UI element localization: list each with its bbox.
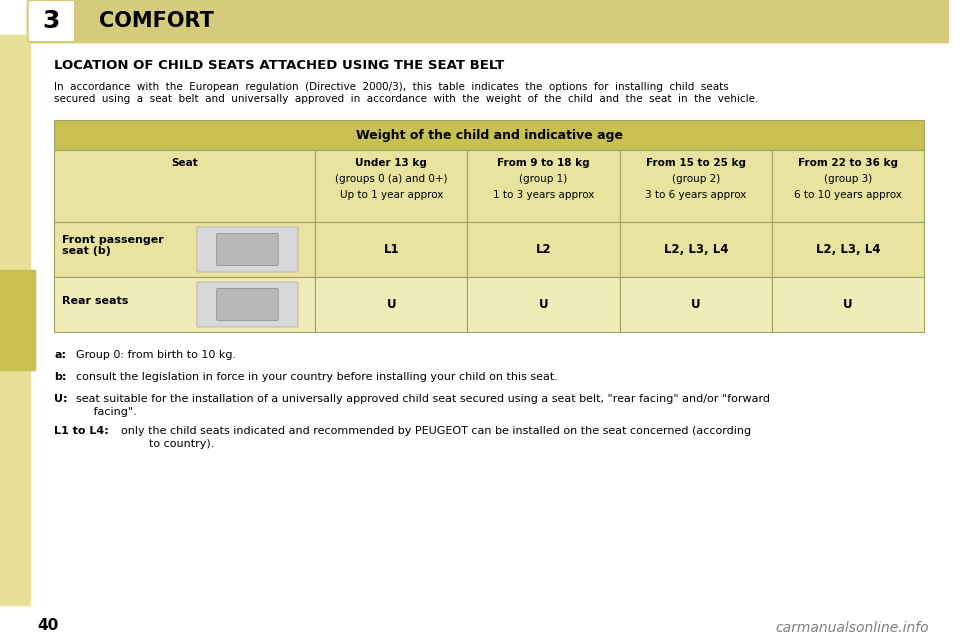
Text: Group 0: from birth to 10 kg.: Group 0: from birth to 10 kg. [69, 350, 236, 360]
Text: 40: 40 [37, 618, 59, 632]
FancyBboxPatch shape [197, 282, 298, 327]
Bar [315, 277, 468, 332]
FancyBboxPatch shape [217, 289, 278, 321]
Text: 6 to 10 years approx: 6 to 10 years approx [794, 190, 901, 200]
Text: U: U [691, 298, 701, 311]
Bar [315, 150, 468, 222]
FancyBboxPatch shape [28, 0, 75, 42]
Text: Up to 1 year approx: Up to 1 year approx [340, 190, 444, 200]
Text: consult the legislation in force in your country before installing your child on: consult the legislation in force in your… [69, 372, 558, 382]
Text: L2: L2 [536, 243, 551, 256]
Bar [772, 150, 924, 222]
Text: In  accordance  with  the  European  regulation  (Directive  2000/3),  this  tab: In accordance with the European regulati… [55, 82, 729, 92]
Bar [619, 277, 772, 332]
Text: (group 1): (group 1) [519, 174, 567, 184]
Text: seat suitable for the installation of a universally approved child seat secured : seat suitable for the installation of a … [69, 394, 770, 404]
Text: b:: b: [55, 372, 67, 382]
Text: LOCATION OF CHILD SEATS ATTACHED USING THE SEAT BELT: LOCATION OF CHILD SEATS ATTACHED USING T… [55, 58, 505, 72]
Text: From 15 to 25 kg: From 15 to 25 kg [646, 158, 746, 168]
Text: only the child seats indicated and recommended by PEUGEOT can be installed on th: only the child seats indicated and recom… [114, 426, 752, 436]
Bar [468, 277, 619, 332]
Text: Weight of the child and indicative age: Weight of the child and indicative age [356, 129, 623, 141]
Text: 1 to 3 years approx: 1 to 3 years approx [492, 190, 594, 200]
Text: L2, L3, L4: L2, L3, L4 [663, 243, 728, 256]
Text: L1: L1 [384, 243, 399, 256]
Text: facing".: facing". [69, 407, 137, 417]
Bar [55, 222, 315, 277]
Text: (groups 0 (a) and 0+): (groups 0 (a) and 0+) [335, 174, 447, 184]
Bar [55, 277, 315, 332]
Bar [55, 150, 315, 222]
Bar [772, 277, 924, 332]
Text: Front passenger
seat (b): Front passenger seat (b) [62, 235, 164, 256]
Text: (group 2): (group 2) [672, 174, 720, 184]
Text: L1 to L4:: L1 to L4: [55, 426, 109, 436]
Text: to country).: to country). [114, 439, 214, 449]
Bar [468, 150, 619, 222]
FancyBboxPatch shape [197, 227, 298, 272]
Bar [0, 270, 35, 370]
Bar [619, 222, 772, 277]
Bar [30, 0, 948, 42]
Text: 3 to 6 years approx: 3 to 6 years approx [645, 190, 747, 200]
FancyBboxPatch shape [217, 234, 278, 266]
Text: From 22 to 36 kg: From 22 to 36 kg [798, 158, 898, 168]
Text: Under 13 kg: Under 13 kg [355, 158, 427, 168]
Text: a:: a: [55, 350, 66, 360]
Text: Rear seats: Rear seats [62, 296, 129, 305]
Bar [315, 222, 468, 277]
Bar [55, 120, 924, 150]
Text: U: U [539, 298, 548, 311]
Text: U:: U: [55, 394, 68, 404]
Text: U: U [843, 298, 852, 311]
Text: carmanualsonline.info: carmanualsonline.info [776, 621, 929, 635]
Text: L2, L3, L4: L2, L3, L4 [816, 243, 880, 256]
Bar [0, 35, 30, 605]
Bar [619, 150, 772, 222]
Bar [468, 222, 619, 277]
Text: (group 3): (group 3) [824, 174, 872, 184]
Text: COMFORT: COMFORT [99, 11, 214, 31]
Text: 3: 3 [42, 9, 60, 33]
Text: Seat: Seat [172, 158, 198, 168]
Text: From 9 to 18 kg: From 9 to 18 kg [497, 158, 589, 168]
Text: secured  using  a  seat  belt  and  universally  approved  in  accordance  with : secured using a seat belt and universall… [55, 94, 758, 104]
Bar [772, 222, 924, 277]
Text: U: U [387, 298, 396, 311]
